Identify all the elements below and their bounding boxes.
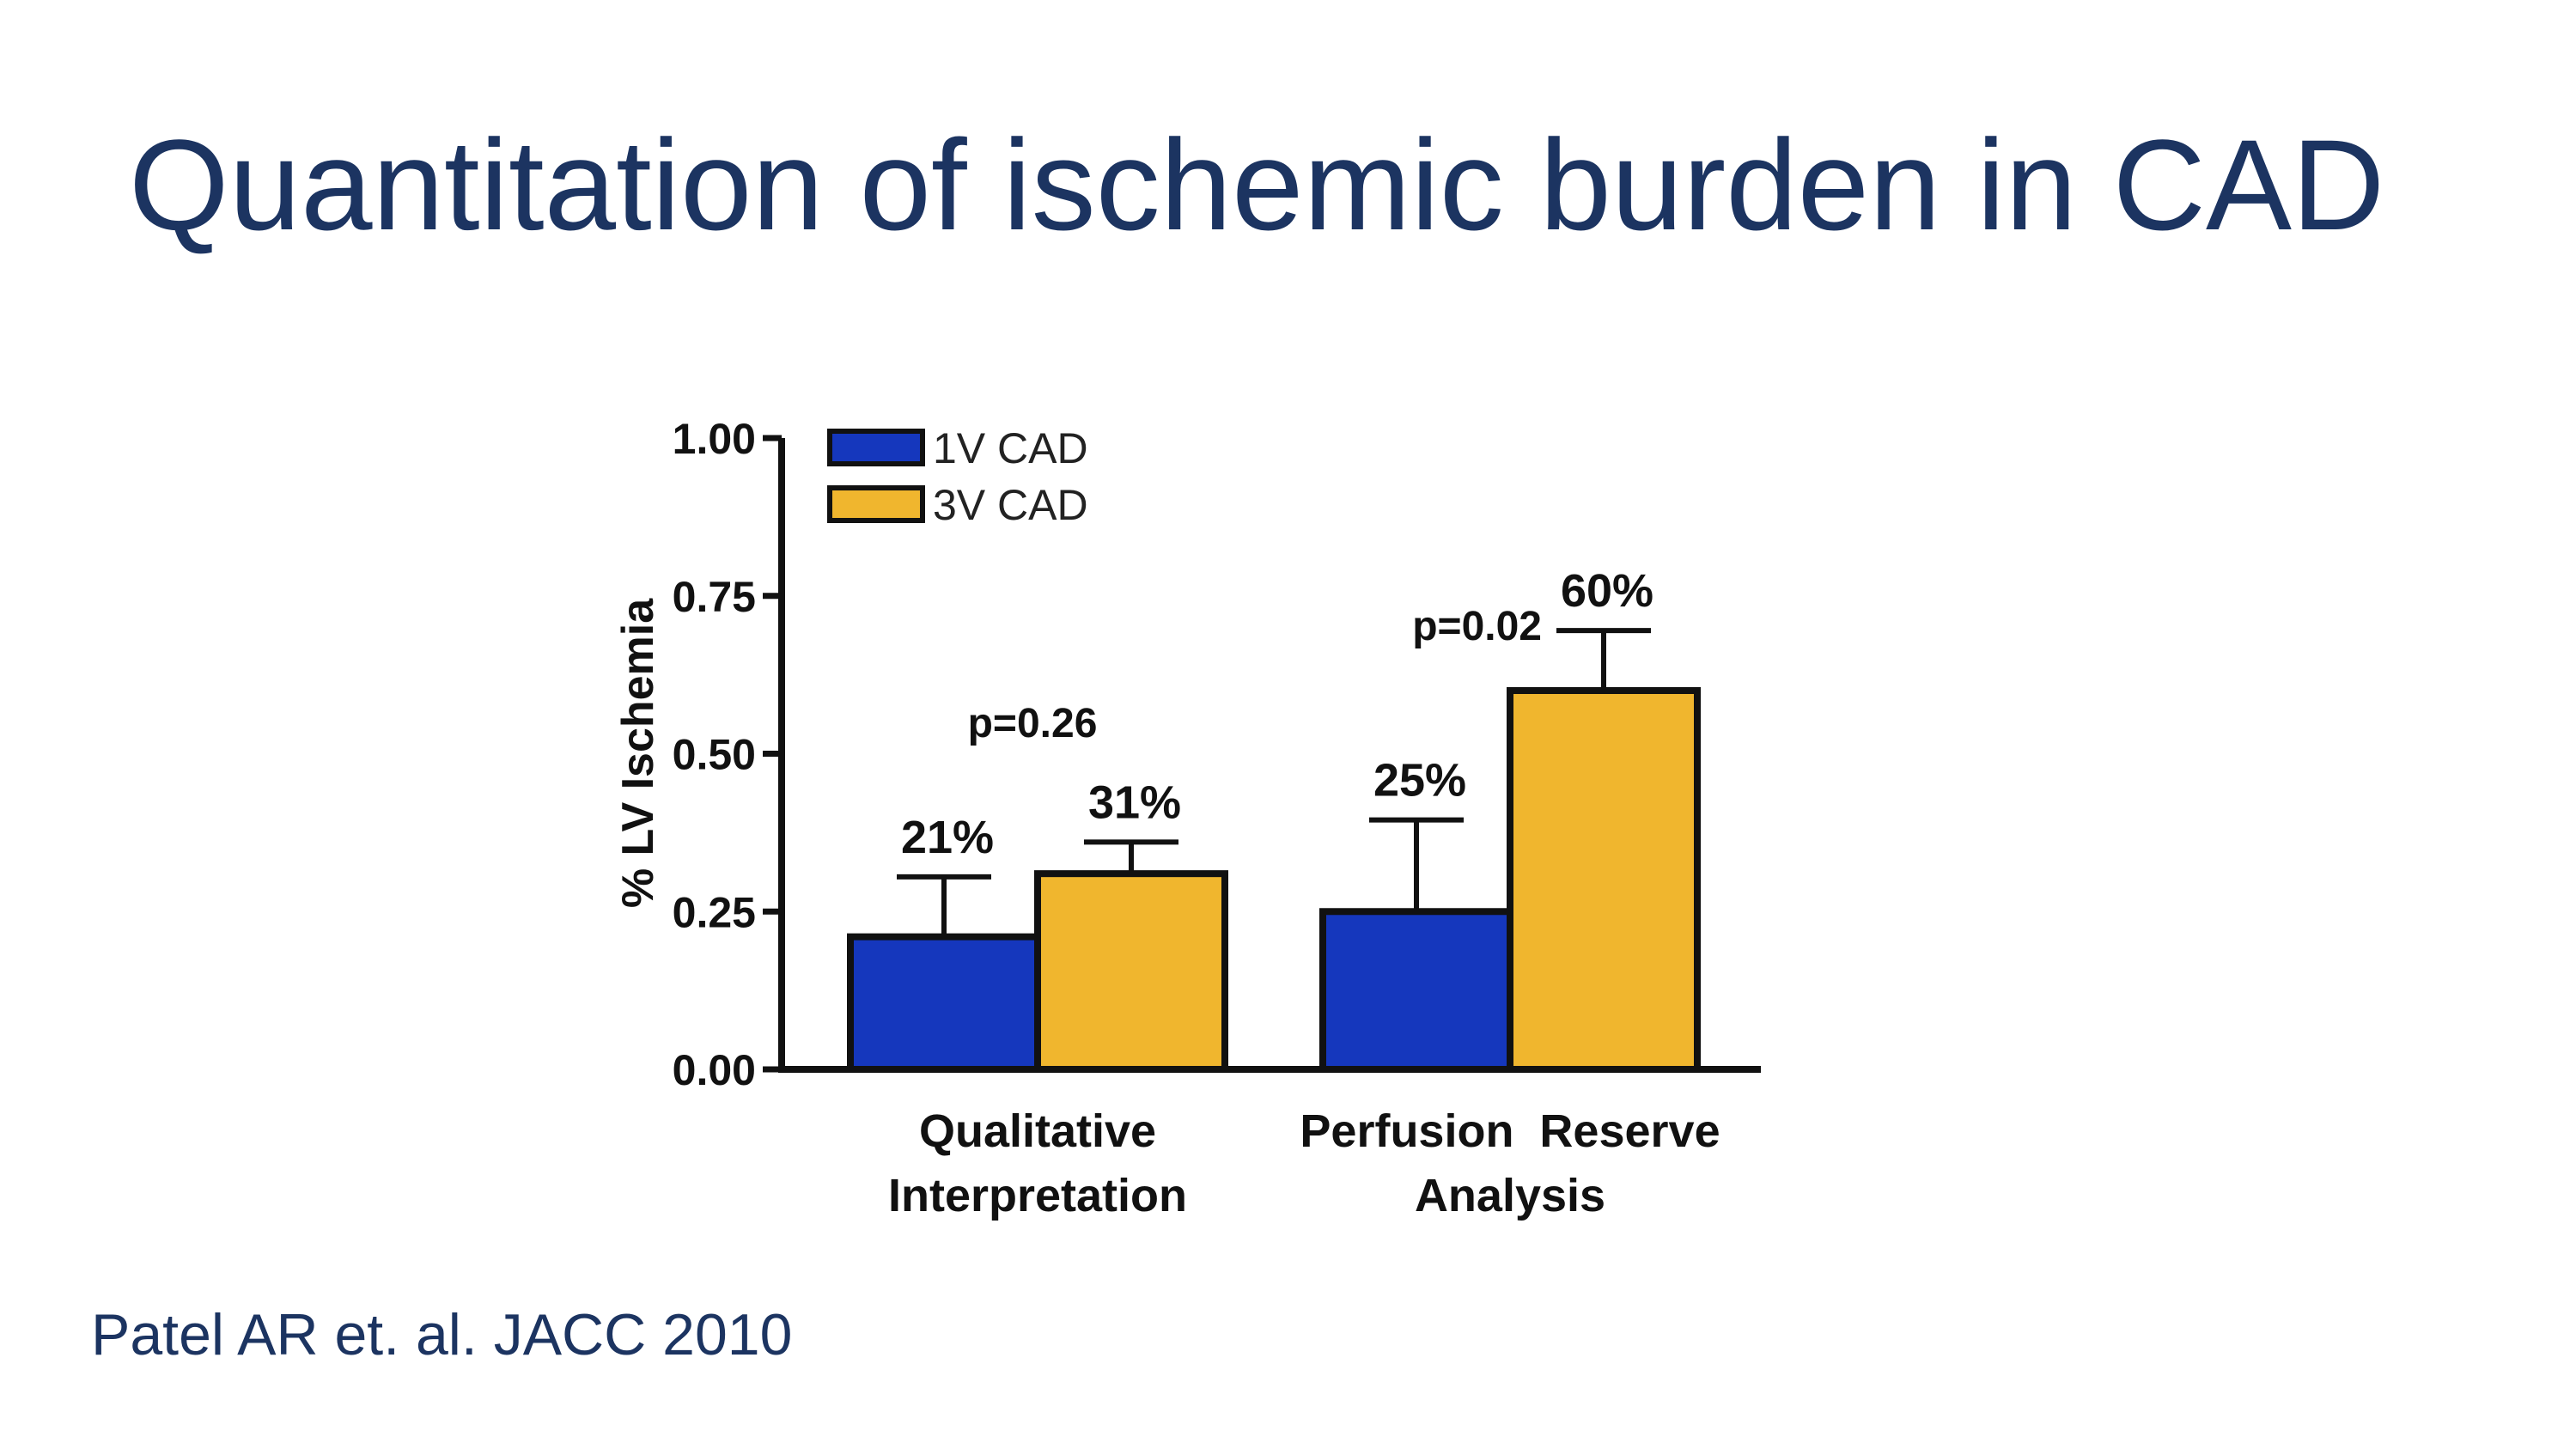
p-value-label: p=0.02 [1412, 604, 1542, 649]
legend-label: 1V CAD [933, 424, 1088, 472]
p-value-label: p=0.26 [968, 701, 1098, 746]
data-label: 25% [1373, 755, 1466, 807]
x-category-label: Interpretation [888, 1170, 1187, 1221]
citation: Patel AR et. al. JACC 2010 [91, 1302, 793, 1367]
data-label: 60% [1561, 565, 1653, 617]
chart-legend: 1V CAD 3V CAD [827, 424, 1088, 529]
x-category-label: Analysis [1415, 1170, 1605, 1221]
bar-1v-0 [847, 933, 1041, 1074]
y-tick-label: 0.00 [673, 1046, 756, 1094]
x-category-label: Qualitative [919, 1105, 1156, 1157]
data-label: 31% [1088, 776, 1181, 828]
legend-swatch-3v [827, 485, 925, 523]
y-tick-label: 0.25 [673, 888, 756, 936]
bar-3v-1 [1507, 687, 1701, 1073]
bar-1v-1 [1319, 908, 1513, 1073]
bar-3v-0 [1034, 870, 1228, 1074]
legend-swatch-1v [827, 429, 925, 466]
y-tick-label: 1.00 [673, 415, 756, 463]
slide-title: Quantitation of ischemic burden in CAD [129, 113, 2385, 257]
legend-label: 3V CAD [933, 481, 1088, 529]
chart-bars-layer [847, 628, 1701, 1074]
x-category-label: Perfusion Reserve [1300, 1105, 1720, 1157]
y-tick-label: 0.75 [673, 573, 756, 621]
data-label: 21% [901, 812, 994, 863]
y-tick-label: 0.50 [673, 731, 756, 779]
y-axis-label: % LV Ischemia [613, 598, 663, 908]
chart-labels-layer: 21% 31% Qualitative Interpretation 25% 60% Per… [888, 565, 1720, 1221]
